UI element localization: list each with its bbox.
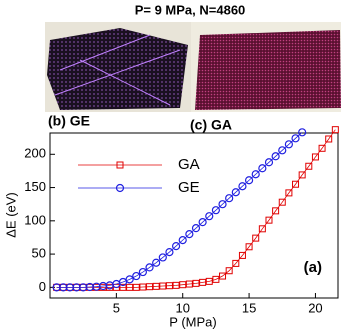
data-point — [284, 140, 293, 149]
data-point — [198, 218, 207, 227]
y-tick-label: 100 — [24, 212, 46, 227]
data-point — [125, 275, 134, 284]
data-point — [298, 128, 307, 137]
panel-a-label: (a) — [304, 259, 322, 276]
data-point — [264, 158, 274, 167]
data-point — [159, 282, 167, 290]
legend-marker — [116, 161, 124, 169]
data-point — [285, 189, 293, 197]
panel-c-label: (c) GA — [190, 117, 232, 133]
data-point — [145, 263, 154, 272]
data-point — [292, 180, 300, 188]
data-point — [179, 281, 187, 289]
data-point — [158, 253, 167, 262]
data-point — [146, 283, 154, 291]
x-tick-label: 5 — [113, 300, 120, 315]
data-point — [258, 164, 267, 173]
y-tick-label: 200 — [24, 146, 46, 161]
data-point — [291, 134, 300, 143]
data-point — [231, 188, 240, 197]
data-point — [192, 279, 200, 287]
data-point — [244, 176, 254, 185]
data-point — [118, 277, 128, 287]
data-point — [185, 230, 194, 239]
x-tick-label: 15 — [242, 300, 256, 315]
data-point — [199, 278, 207, 286]
panel-b-folds — [54, 34, 181, 106]
data-point — [298, 171, 306, 179]
data-point — [271, 152, 280, 161]
legend-marker — [115, 183, 125, 193]
data-point — [205, 212, 214, 221]
data-point — [152, 258, 161, 267]
data-point — [212, 275, 220, 283]
plot-frame — [49, 132, 339, 299]
y-tick-label: 150 — [24, 179, 46, 194]
data-point — [218, 200, 227, 209]
panel-b-image — [47, 28, 188, 110]
x-tick-label: 20 — [308, 300, 322, 315]
data-point — [278, 146, 287, 155]
data-point — [152, 282, 160, 290]
data-point — [258, 225, 266, 233]
data-point — [119, 283, 127, 291]
legend-label: GE — [178, 179, 200, 196]
x-tick-label: 10 — [175, 300, 189, 315]
x-axis-label: P (MPa) — [169, 314, 216, 329]
data-point — [172, 281, 180, 289]
panel-c-image — [195, 30, 341, 110]
data-point — [171, 242, 181, 251]
data-point — [272, 207, 280, 215]
panel-b-label: (b) GE — [48, 113, 90, 129]
data-point — [132, 271, 141, 281]
data-point — [132, 283, 140, 291]
data-point — [251, 170, 260, 179]
y-tick-label: 50 — [32, 246, 46, 261]
data-point — [232, 259, 240, 267]
data-point — [238, 182, 247, 191]
data-point — [238, 251, 246, 259]
data-point — [252, 234, 260, 242]
data-point — [185, 280, 193, 288]
data-point — [165, 247, 174, 257]
data-point — [331, 126, 339, 134]
data-point — [265, 216, 273, 224]
data-point — [245, 243, 253, 251]
data-point — [178, 236, 187, 245]
data-point — [305, 162, 313, 170]
data-point — [225, 267, 233, 275]
data-point — [318, 144, 326, 152]
y-tick-label: 0 — [39, 279, 46, 294]
series-line — [56, 129, 336, 288]
data-point — [211, 206, 220, 215]
data-point — [205, 277, 213, 285]
data-point — [139, 283, 147, 291]
legend-label: GA — [178, 156, 200, 173]
data-point — [311, 153, 319, 161]
data-point — [165, 282, 173, 290]
data-point — [325, 135, 333, 143]
data-point — [126, 283, 134, 291]
data-point — [278, 198, 286, 206]
data-point — [225, 194, 234, 203]
y-axis-label: ΔE (eV) — [3, 192, 18, 238]
figure-title: P= 9 MPa, N=4860 — [135, 2, 246, 17]
data-point — [138, 267, 148, 277]
data-point — [219, 272, 227, 280]
series-line — [56, 132, 303, 288]
data-point — [191, 224, 201, 233]
